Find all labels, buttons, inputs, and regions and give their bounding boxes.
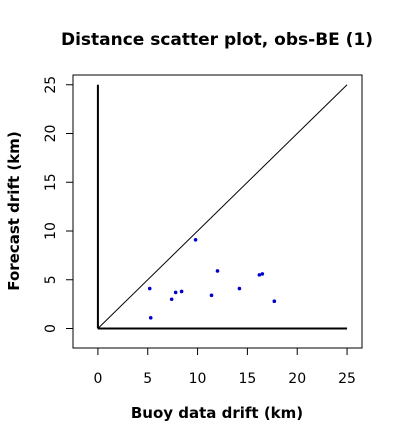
data-point [148, 315, 153, 320]
x-tick-label: 5 [143, 371, 152, 387]
x-axis-title: Buoy data drift (km) [131, 404, 303, 422]
data-point [173, 290, 178, 295]
data-point [272, 299, 277, 304]
data-point [257, 273, 262, 277]
x-tick-label: 10 [189, 371, 207, 387]
chart-title: Distance scatter plot, obs-BE (1) [61, 30, 373, 50]
y-tick-label: 20 [43, 125, 59, 143]
data-points [147, 237, 277, 320]
x-tick-label: 0 [93, 371, 102, 387]
y-tick-label: 15 [43, 173, 59, 191]
data-point [209, 293, 214, 298]
data-point [179, 289, 184, 294]
data-point [215, 269, 220, 273]
y-tick-label: 25 [43, 76, 59, 94]
x-tick-label: 25 [338, 371, 356, 387]
identity-line [97, 84, 348, 329]
y-tick-label: 5 [43, 275, 59, 284]
reference-lines [96, 84, 348, 330]
x-tick-label: 15 [238, 371, 256, 387]
data-point [169, 297, 174, 302]
data-point [237, 286, 242, 291]
y-axis-title: Forecast drift (km) [5, 131, 23, 290]
plot-frame [72, 74, 363, 349]
data-point [193, 237, 198, 242]
data-point [147, 286, 152, 291]
y-tick-label: 10 [43, 222, 59, 240]
x-tick-label: 20 [288, 371, 306, 387]
data-point [260, 272, 265, 276]
y-tick-label: 0 [43, 324, 59, 333]
y-axis: 0 5 10 15 20 25 [43, 76, 73, 333]
x-axis: 0 5 10 15 20 25 [93, 348, 356, 387]
